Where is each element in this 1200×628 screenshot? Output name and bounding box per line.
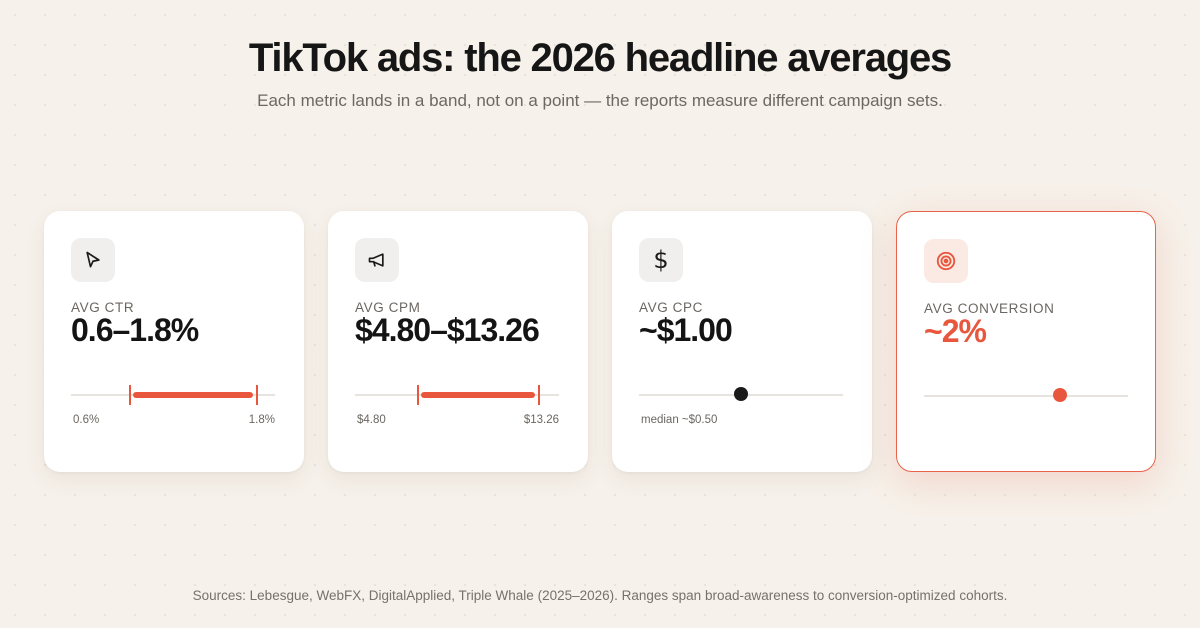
- metric-value: ~2%: [924, 313, 987, 349]
- metric-card-cpc: $ AVG CPC ~$1.00 median ~$0.50: [612, 211, 872, 472]
- range-track: [355, 385, 559, 405]
- metric-label: AVG CTR: [71, 300, 135, 315]
- range-start-tick: [129, 385, 131, 405]
- metric-card-conversion: AVG CONVERSION ~2%: [896, 211, 1156, 472]
- metric-label: AVG CONVERSION: [924, 301, 1055, 316]
- metric-label: AVG CPM: [355, 300, 421, 315]
- range-min-label: 0.6%: [73, 414, 100, 426]
- range-end-tick: [256, 385, 258, 405]
- range-max-label: 1.8%: [248, 414, 275, 426]
- range-max-label: $13.26: [523, 414, 559, 426]
- cursor-arrow-icon: [71, 238, 115, 282]
- value-marker: [1053, 388, 1067, 402]
- megaphone-icon: [355, 238, 399, 282]
- metric-value: 0.6–1.8%: [71, 312, 199, 348]
- range-band: [133, 392, 253, 398]
- median-label: median ~$0.50: [641, 414, 718, 426]
- sources-footnote: Sources: Lebesgue, WebFX, DigitalApplied…: [192, 588, 1008, 603]
- range-track: [639, 387, 843, 401]
- metric-card-ctr: AVG CTR 0.6–1.8% 0.6% 1.8%: [44, 211, 304, 472]
- page-subtitle: Each metric lands in a band, not on a po…: [257, 91, 943, 110]
- metric-value: ~$1.00: [639, 312, 733, 348]
- range-band: [421, 392, 535, 398]
- median-marker: [734, 387, 748, 401]
- range-start-tick: [417, 385, 419, 405]
- dollar-icon: $: [639, 238, 683, 282]
- range-min-label: $4.80: [357, 414, 386, 426]
- range-end-tick: [538, 385, 540, 405]
- range-track: [924, 388, 1128, 402]
- metric-label: AVG CPC: [639, 300, 703, 315]
- target-icon: [924, 239, 968, 283]
- range-track: [71, 385, 275, 405]
- metric-card-cpm: AVG CPM $4.80–$13.26 $4.80 $13.26: [328, 211, 588, 472]
- metric-value: $4.80–$13.26: [355, 312, 540, 348]
- page-title: TikTok ads: the 2026 headline averages: [248, 36, 952, 80]
